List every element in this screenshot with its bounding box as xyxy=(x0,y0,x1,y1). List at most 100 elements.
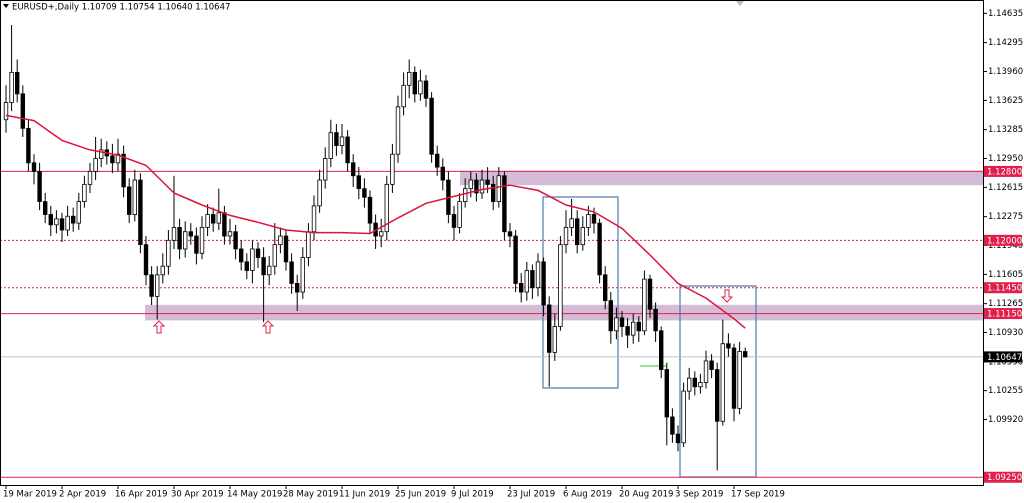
candle-body xyxy=(698,382,703,388)
candle-body xyxy=(87,171,93,185)
candle-body xyxy=(519,283,524,293)
candle-body xyxy=(199,227,205,254)
candle-body xyxy=(166,239,171,267)
y-tick-label: 1.09920 xyxy=(988,415,1023,425)
x-tick-label: 14 May 2019 xyxy=(227,490,282,500)
candle-body xyxy=(121,153,126,188)
candle-body xyxy=(597,222,602,276)
candle-body xyxy=(687,377,692,392)
candle-body xyxy=(715,369,720,422)
candle-body xyxy=(138,179,143,246)
candle-body xyxy=(496,175,501,202)
candle-body xyxy=(547,304,552,353)
y-tick-label: 1.12275 xyxy=(988,212,1023,222)
candle-body xyxy=(160,265,165,276)
level-tag xyxy=(984,471,1022,483)
candle-body xyxy=(703,360,709,383)
down-arrow xyxy=(720,289,734,303)
candle-body xyxy=(20,93,25,129)
shift-marker xyxy=(736,1,744,6)
candle-body xyxy=(614,317,619,332)
x-tick-label: 20 Aug 2019 xyxy=(619,490,673,500)
candle-body xyxy=(440,166,445,181)
candle-body xyxy=(317,179,322,207)
level-tag xyxy=(984,308,1022,320)
candle-body xyxy=(586,214,591,228)
candle-body xyxy=(9,71,14,103)
plot-layer xyxy=(0,24,983,478)
candle-body xyxy=(423,80,429,99)
level-tag xyxy=(984,282,1022,294)
candle-body xyxy=(479,179,485,194)
candle-body xyxy=(99,149,104,159)
candle-body xyxy=(692,377,697,388)
candle-body xyxy=(619,317,625,327)
candle-body xyxy=(608,300,613,332)
candle-body xyxy=(76,201,81,224)
candle-body xyxy=(222,212,227,237)
x-tick-label: 16 Apr 2019 xyxy=(115,490,168,500)
x-tick-label: 3 Sep 2019 xyxy=(675,490,723,500)
candle-body xyxy=(406,71,412,86)
candle-body xyxy=(462,188,468,202)
candle-body xyxy=(737,351,742,409)
candle-body xyxy=(631,321,636,336)
x-tick-label: 28 May 2019 xyxy=(283,490,338,500)
level-label: 1.11450 xyxy=(987,284,1022,294)
candle-body xyxy=(474,179,479,194)
candle-body xyxy=(535,261,541,289)
candle-body xyxy=(675,433,681,444)
candle-body xyxy=(670,416,675,435)
candle-body xyxy=(642,278,647,332)
candle-body xyxy=(328,132,333,159)
candle-body xyxy=(93,158,98,172)
candle-body xyxy=(188,231,193,237)
candle-body xyxy=(507,231,513,237)
candle-body xyxy=(580,227,585,246)
up-arrow xyxy=(261,320,275,334)
candle-body xyxy=(48,214,53,226)
x-tick-label: 23 Jul 2019 xyxy=(507,490,555,500)
candle-body xyxy=(115,153,121,164)
y-tick-label: 1.10930 xyxy=(988,328,1023,338)
candle-body xyxy=(154,274,160,297)
candle-body xyxy=(647,278,653,310)
candle-body xyxy=(143,244,149,276)
candle-body xyxy=(171,227,177,241)
candle-body xyxy=(334,132,339,146)
candle-body xyxy=(244,261,249,271)
candle-body xyxy=(367,196,373,224)
candle-body xyxy=(300,257,305,293)
candle-body xyxy=(43,201,48,215)
candle-body xyxy=(378,231,384,237)
candle-body xyxy=(261,257,266,276)
candle-body xyxy=(395,106,401,155)
level-tag xyxy=(984,234,1022,246)
plot-frame xyxy=(0,0,984,486)
candle-body xyxy=(412,71,417,95)
candle-body xyxy=(731,347,737,409)
candle-body xyxy=(216,212,221,224)
candle-body xyxy=(659,330,664,370)
candle-body xyxy=(26,127,31,164)
level-tag xyxy=(984,165,1022,177)
candle-body xyxy=(451,214,457,228)
candle-body xyxy=(636,321,641,332)
candle-body xyxy=(485,179,490,185)
moving-average xyxy=(5,114,746,329)
candle-body xyxy=(743,351,748,358)
y-tick-label: 1.13960 xyxy=(988,67,1023,77)
candle-body xyxy=(278,235,283,246)
candle-body xyxy=(457,201,462,228)
x-tick-label: 19 Mar 2019 xyxy=(3,490,57,500)
y-tick-label: 1.14635 xyxy=(988,9,1023,19)
candle-body xyxy=(250,248,255,271)
candle-body xyxy=(177,227,182,250)
candle-body xyxy=(350,162,356,177)
y-tick-label: 1.11940 xyxy=(988,241,1023,251)
candle-body xyxy=(65,215,70,231)
candle-body xyxy=(653,308,658,332)
candle-body xyxy=(468,179,473,190)
x-tick-label: 2 Apr 2019 xyxy=(59,490,106,500)
x-tick-label: 11 Jun 2019 xyxy=(339,490,390,500)
